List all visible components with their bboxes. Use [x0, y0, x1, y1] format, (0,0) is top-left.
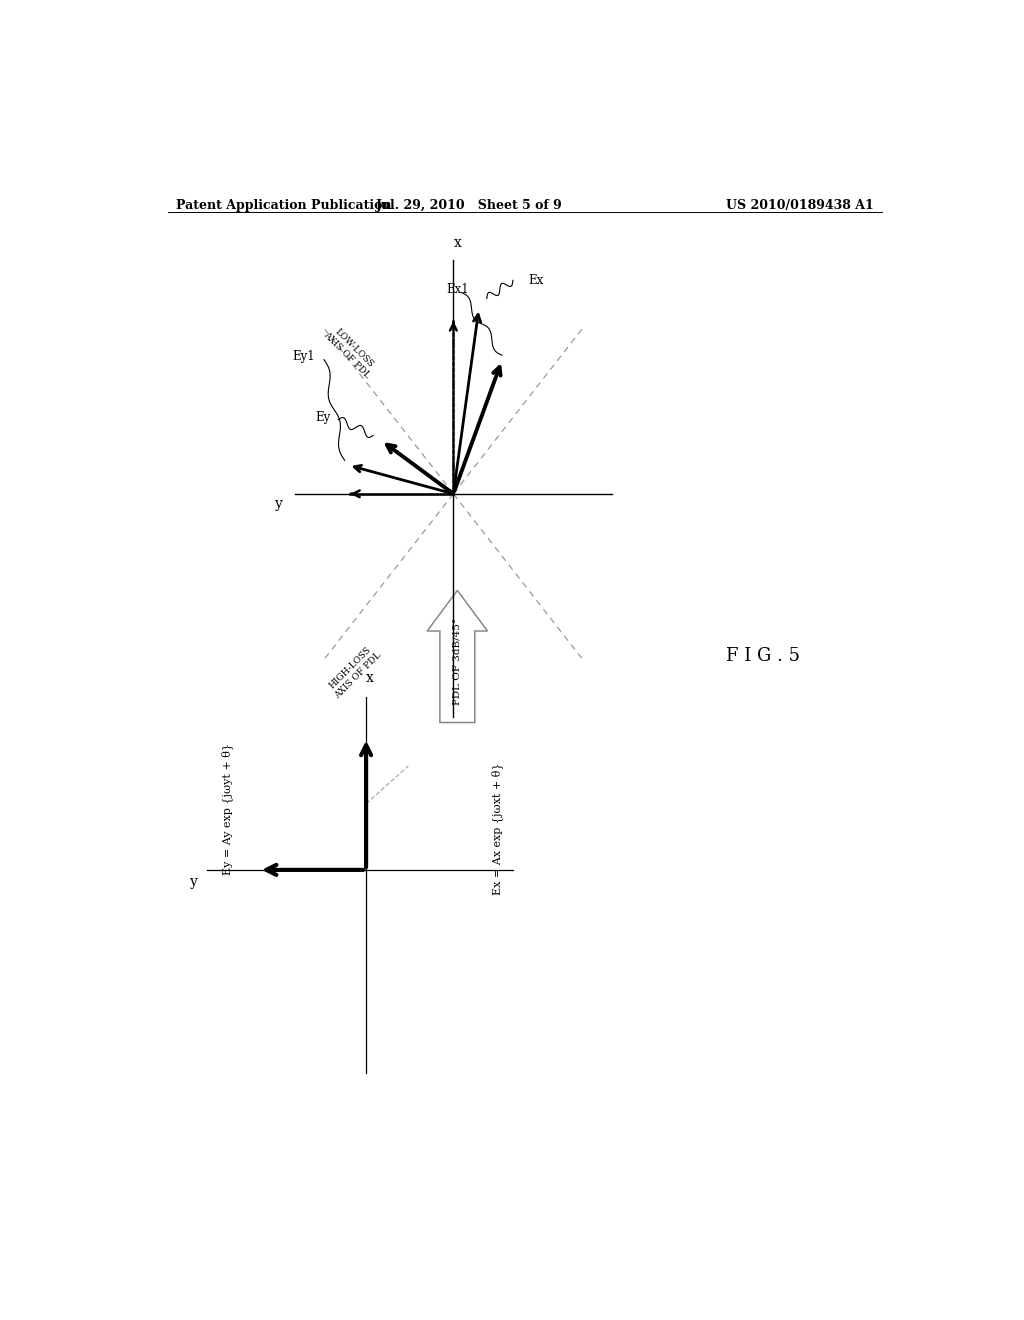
- Text: Jul. 29, 2010   Sheet 5 of 9: Jul. 29, 2010 Sheet 5 of 9: [376, 199, 562, 213]
- Text: US 2010/0189438 A1: US 2010/0189438 A1: [726, 199, 873, 213]
- Text: PDL OF 3dB/45°: PDL OF 3dB/45°: [453, 618, 462, 705]
- Text: F I G . 5: F I G . 5: [726, 647, 800, 665]
- Text: x: x: [367, 671, 374, 685]
- Text: HIGH-LOSS
AXIS OF PDL: HIGH-LOSS AXIS OF PDL: [326, 643, 383, 701]
- Text: y: y: [274, 496, 283, 511]
- Text: Ey: Ey: [315, 411, 331, 424]
- Text: Ey = Ay exp {jωyt + θ}: Ey = Ay exp {jωyt + θ}: [221, 743, 233, 875]
- Text: y: y: [190, 875, 198, 890]
- Text: x: x: [454, 236, 461, 249]
- Text: Patent Application Publication: Patent Application Publication: [176, 199, 391, 213]
- Polygon shape: [427, 590, 487, 722]
- Text: Ey1: Ey1: [292, 350, 314, 363]
- Text: LOW-LOSS
AXIS OF PDL: LOW-LOSS AXIS OF PDL: [322, 323, 379, 380]
- Text: Ex = Ax exp {jωxt + θ}: Ex = Ax exp {jωxt + θ}: [492, 763, 503, 895]
- Text: Ex: Ex: [528, 273, 544, 286]
- Text: Ex1: Ex1: [446, 282, 469, 296]
